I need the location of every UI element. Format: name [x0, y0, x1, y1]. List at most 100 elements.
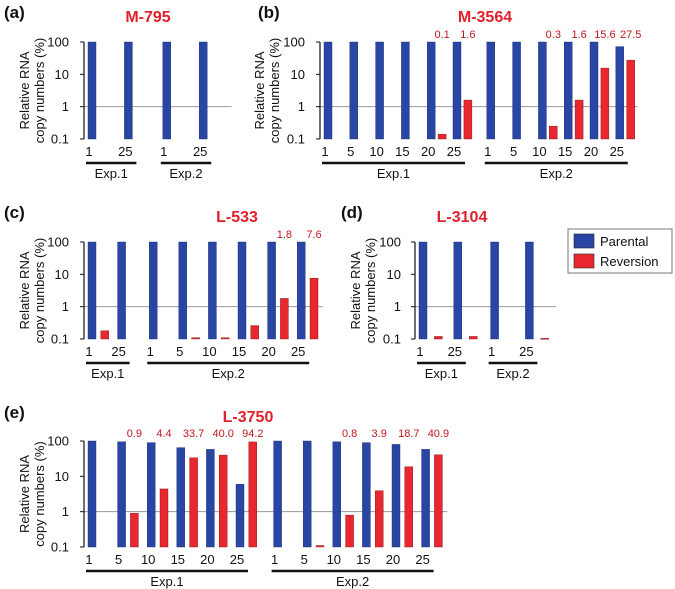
- bar-reversion: [437, 134, 447, 140]
- x-tick-label: 1: [488, 344, 495, 359]
- y-tick-label: 10: [55, 267, 69, 282]
- data-label: 33.7: [183, 428, 204, 440]
- chart-title: L-533: [216, 209, 258, 226]
- x-tick-label: 5: [510, 144, 517, 159]
- y-tick-label: 10: [55, 469, 69, 484]
- panel-label: (c): [4, 203, 25, 222]
- data-label: 4.4: [156, 428, 171, 440]
- y-axis-label: Relative RNAcopy numbers (%): [252, 38, 282, 143]
- bar-parental: [615, 46, 624, 140]
- x-tick-label: 25: [519, 344, 533, 359]
- bar-parental: [490, 241, 499, 340]
- data-label: 0.9: [127, 428, 142, 440]
- bar-reversion: [280, 298, 289, 340]
- panel-0: (a) M-795 Relative RNAcopy numbers (%) 100 1…: [4, 3, 232, 181]
- x-tick-label: 25: [193, 144, 207, 159]
- bar-parental: [146, 442, 156, 548]
- bar-reversion: [469, 336, 478, 340]
- chart-title: L-3750: [223, 409, 274, 426]
- bar-parental: [589, 41, 599, 140]
- x-tick-label: 25: [230, 552, 244, 567]
- bar-parental: [273, 440, 282, 548]
- bar-reversion: [220, 337, 230, 340]
- y-tick-label: 0.1: [51, 132, 69, 147]
- bar-reversion: [463, 99, 473, 140]
- x-tick-label: 1: [416, 344, 423, 359]
- data-label: 1.8: [277, 229, 292, 241]
- chart-title: M-3564: [458, 9, 512, 26]
- chart-title: M-795: [125, 9, 170, 26]
- bar-reversion: [191, 337, 200, 340]
- x-tick-label: 1: [271, 552, 278, 567]
- x-tick-label: 25: [111, 344, 125, 359]
- bar-reversion: [574, 99, 584, 140]
- y-tick-label: 100: [47, 434, 69, 449]
- bar-reversion: [404, 466, 413, 548]
- x-tick-label: 1: [484, 144, 491, 159]
- group-label: Exp.1: [425, 366, 458, 381]
- group-label: Exp.1: [91, 366, 124, 381]
- x-tick-label: 1: [85, 552, 92, 567]
- bar-parental: [303, 440, 312, 548]
- group-label: Exp.2: [496, 366, 529, 381]
- y-axis-label: Relative RNAcopy numbers (%): [17, 38, 47, 143]
- data-label: 40.9: [428, 428, 449, 440]
- bar-reversion: [309, 277, 319, 340]
- y-tick-label: 10: [291, 67, 305, 82]
- group-label: Exp.1: [377, 166, 410, 181]
- y-axis-label: Relative RNAcopy numbers (%): [17, 238, 47, 343]
- bar-reversion: [100, 330, 110, 340]
- panel-label: (b): [258, 3, 280, 22]
- data-label: 94.2: [242, 428, 263, 440]
- data-label: 1.6: [571, 29, 586, 41]
- bar-reversion: [549, 125, 558, 140]
- y-tick-label: 0.1: [51, 332, 69, 347]
- group-label: Exp.1: [150, 574, 183, 589]
- chart-title: L-3104: [437, 209, 488, 226]
- panel-2: (c) L-533 Relative RNAcopy numbers (%) 100 1…: [4, 203, 323, 381]
- bar-parental: [206, 449, 215, 548]
- x-tick-label: 10: [141, 552, 155, 567]
- y-tick-label: 0.1: [383, 332, 401, 347]
- legend-frame: [567, 228, 673, 274]
- data-label: 40.0: [212, 428, 233, 440]
- group-label: Exp.1: [95, 166, 128, 181]
- bar-reversion: [540, 338, 549, 340]
- x-tick-label: 15: [558, 144, 572, 159]
- bar-parental: [297, 241, 306, 340]
- bar-parental: [421, 449, 430, 548]
- bar-parental: [525, 241, 534, 340]
- panel-label: (d): [341, 203, 363, 222]
- bar-parental: [452, 41, 462, 140]
- legend-swatch-parental: [573, 233, 595, 249]
- bar-parental: [323, 41, 333, 140]
- data-label: 27.5: [620, 29, 641, 41]
- x-tick-label: 5: [347, 144, 354, 159]
- data-label: 18.7: [398, 428, 419, 440]
- group-label: Exp.2: [336, 574, 369, 589]
- x-tick-label: 25: [610, 144, 624, 159]
- y-tick-label: 1: [62, 99, 69, 114]
- bar-reversion: [218, 454, 228, 548]
- bar-parental: [427, 41, 436, 140]
- bar-parental: [87, 440, 97, 548]
- x-tick-label: 20: [584, 144, 598, 159]
- bar-parental: [148, 241, 158, 340]
- group-label: Exp.2: [169, 166, 202, 181]
- bar-parental: [87, 241, 97, 340]
- y-tick-label: 0.1: [287, 132, 305, 147]
- x-tick-label: 15: [171, 552, 185, 567]
- panel-label: (e): [4, 403, 25, 422]
- data-label: 0.1: [434, 29, 449, 41]
- x-tick-label: 1: [85, 144, 92, 159]
- y-tick-label: 1: [394, 299, 401, 314]
- legend-label-reversion: Reversion: [600, 254, 659, 269]
- bar-reversion: [375, 490, 384, 548]
- bar-parental: [208, 241, 217, 340]
- bar-parental: [237, 241, 247, 340]
- x-tick-label: 15: [356, 552, 370, 567]
- x-tick-label: 15: [395, 144, 409, 159]
